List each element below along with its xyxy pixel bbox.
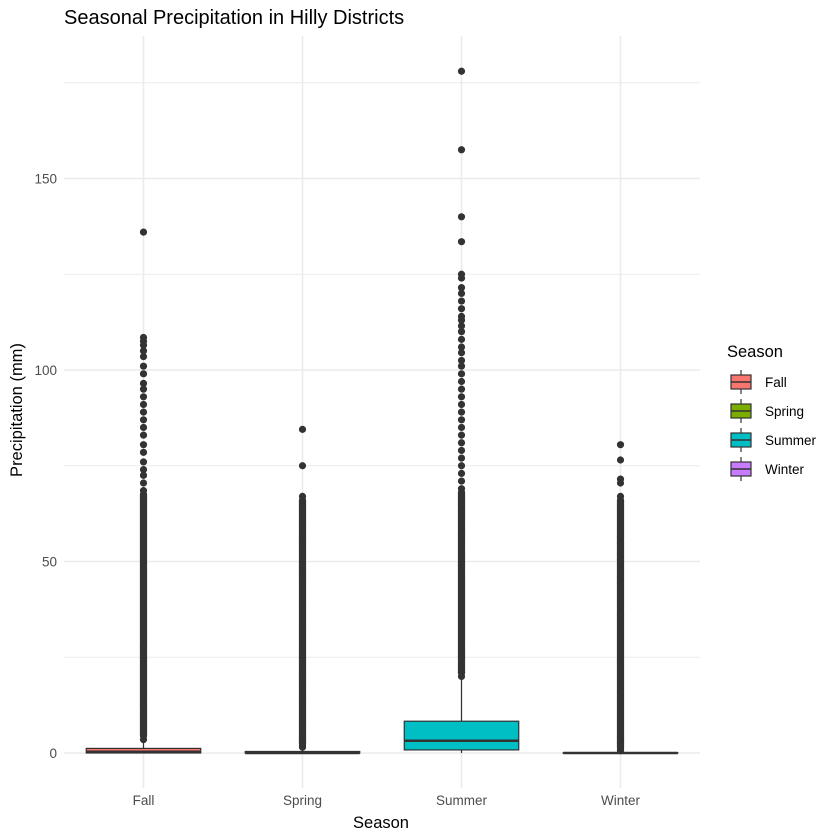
outlier-point bbox=[139, 416, 148, 424]
x-axis-title: Season bbox=[353, 814, 409, 832]
outlier-point bbox=[139, 431, 148, 439]
outliers bbox=[616, 441, 625, 755]
outliers bbox=[139, 228, 148, 744]
outlier-point bbox=[457, 305, 466, 313]
outlier-point bbox=[139, 341, 148, 349]
outliers bbox=[457, 67, 466, 681]
outlier-point bbox=[457, 393, 466, 401]
outlier-point bbox=[457, 377, 466, 386]
x-tick-label: Summer bbox=[436, 793, 488, 808]
y-axis-ticks: 0 50 100 150 bbox=[34, 172, 57, 762]
legend-title: Season bbox=[727, 343, 783, 361]
legend-item-spring: Spring bbox=[730, 399, 804, 423]
outlier-point bbox=[457, 462, 466, 470]
outlier-point bbox=[139, 448, 148, 456]
outlier-point bbox=[457, 297, 466, 305]
outlier-point bbox=[457, 400, 466, 409]
outlier-point bbox=[139, 352, 148, 361]
outlier-point bbox=[457, 454, 466, 462]
x-tick-label: Spring bbox=[283, 793, 322, 808]
outlier-point bbox=[139, 458, 148, 466]
box-spring bbox=[244, 425, 361, 755]
legend-item-fall: Fall bbox=[730, 370, 787, 394]
outlier-point bbox=[139, 479, 148, 487]
outlier-point bbox=[457, 385, 466, 393]
x-tick-label: Winter bbox=[601, 793, 641, 808]
outlier-point bbox=[457, 213, 466, 221]
outlier-point bbox=[616, 479, 625, 487]
x-axis-ticks: Fall Spring Summer Winter bbox=[133, 793, 641, 808]
outlier-point bbox=[139, 362, 148, 370]
legend-label: Winter bbox=[765, 462, 805, 477]
outlier-point bbox=[298, 425, 307, 433]
box-fall bbox=[85, 228, 202, 754]
outlier-dense-band bbox=[139, 490, 148, 740]
outlier-point bbox=[139, 393, 148, 401]
chart-title: Seasonal Precipitation in Hilly District… bbox=[64, 7, 404, 29]
outlier-dense-band bbox=[616, 496, 625, 751]
outlier-point bbox=[139, 465, 148, 474]
outlier-point bbox=[457, 238, 466, 246]
legend: Season Fall Spring Summer Winter bbox=[727, 343, 817, 481]
y-tick-label: 150 bbox=[34, 172, 57, 187]
y-tick-label: 50 bbox=[42, 555, 57, 570]
outlier-point bbox=[139, 400, 148, 409]
outlier-point bbox=[616, 456, 625, 464]
y-tick-label: 0 bbox=[49, 746, 57, 761]
outlier-point bbox=[457, 416, 466, 424]
grid-lines bbox=[64, 36, 700, 788]
outlier-point bbox=[139, 408, 148, 416]
outlier-point bbox=[298, 462, 307, 470]
legend-label: Spring bbox=[765, 404, 804, 419]
outlier-point bbox=[139, 379, 148, 388]
legend-item-summer: Summer bbox=[730, 428, 817, 452]
outlier-point bbox=[457, 439, 466, 447]
box-plots bbox=[85, 67, 679, 755]
outlier-point bbox=[457, 477, 466, 485]
outlier-point bbox=[457, 335, 466, 343]
outlier-point bbox=[457, 349, 466, 357]
outlier-point bbox=[457, 431, 466, 439]
x-tick-label: Fall bbox=[133, 793, 155, 808]
y-axis-title: Precipitation (mm) bbox=[8, 343, 26, 477]
outlier-point bbox=[139, 347, 148, 355]
outlier-point bbox=[457, 362, 466, 370]
outlier-point bbox=[457, 316, 466, 324]
outlier-point bbox=[457, 322, 466, 330]
legend-label: Fall bbox=[765, 375, 787, 390]
outlier-point bbox=[457, 289, 466, 297]
outlier-point bbox=[139, 441, 148, 449]
outlier-point bbox=[457, 343, 466, 351]
outlier-point bbox=[457, 274, 466, 282]
y-tick-label: 100 bbox=[34, 363, 57, 378]
outlier-point bbox=[457, 67, 466, 75]
outlier-point bbox=[457, 146, 466, 154]
outlier-point bbox=[457, 284, 466, 292]
outliers bbox=[298, 425, 307, 751]
outlier-point bbox=[457, 469, 466, 478]
outlier-point bbox=[457, 423, 466, 432]
box-summer bbox=[403, 67, 520, 753]
legend-item-winter: Winter bbox=[730, 457, 805, 481]
iqr-box bbox=[403, 720, 520, 751]
outlier-point bbox=[457, 356, 466, 365]
outlier-point bbox=[616, 441, 625, 449]
outlier-point bbox=[457, 328, 466, 336]
outlier-point bbox=[457, 408, 466, 416]
outlier-point bbox=[139, 228, 148, 236]
outlier-dense-band bbox=[298, 496, 307, 748]
outlier-point bbox=[139, 471, 148, 479]
legend-label: Summer bbox=[765, 433, 817, 448]
box-winter bbox=[562, 441, 679, 755]
outlier-point bbox=[139, 370, 148, 378]
outlier-point bbox=[457, 370, 466, 378]
outlier-point bbox=[139, 385, 148, 393]
outlier-point bbox=[139, 423, 148, 432]
outlier-dense-band bbox=[457, 488, 466, 677]
outlier-point bbox=[457, 446, 466, 455]
